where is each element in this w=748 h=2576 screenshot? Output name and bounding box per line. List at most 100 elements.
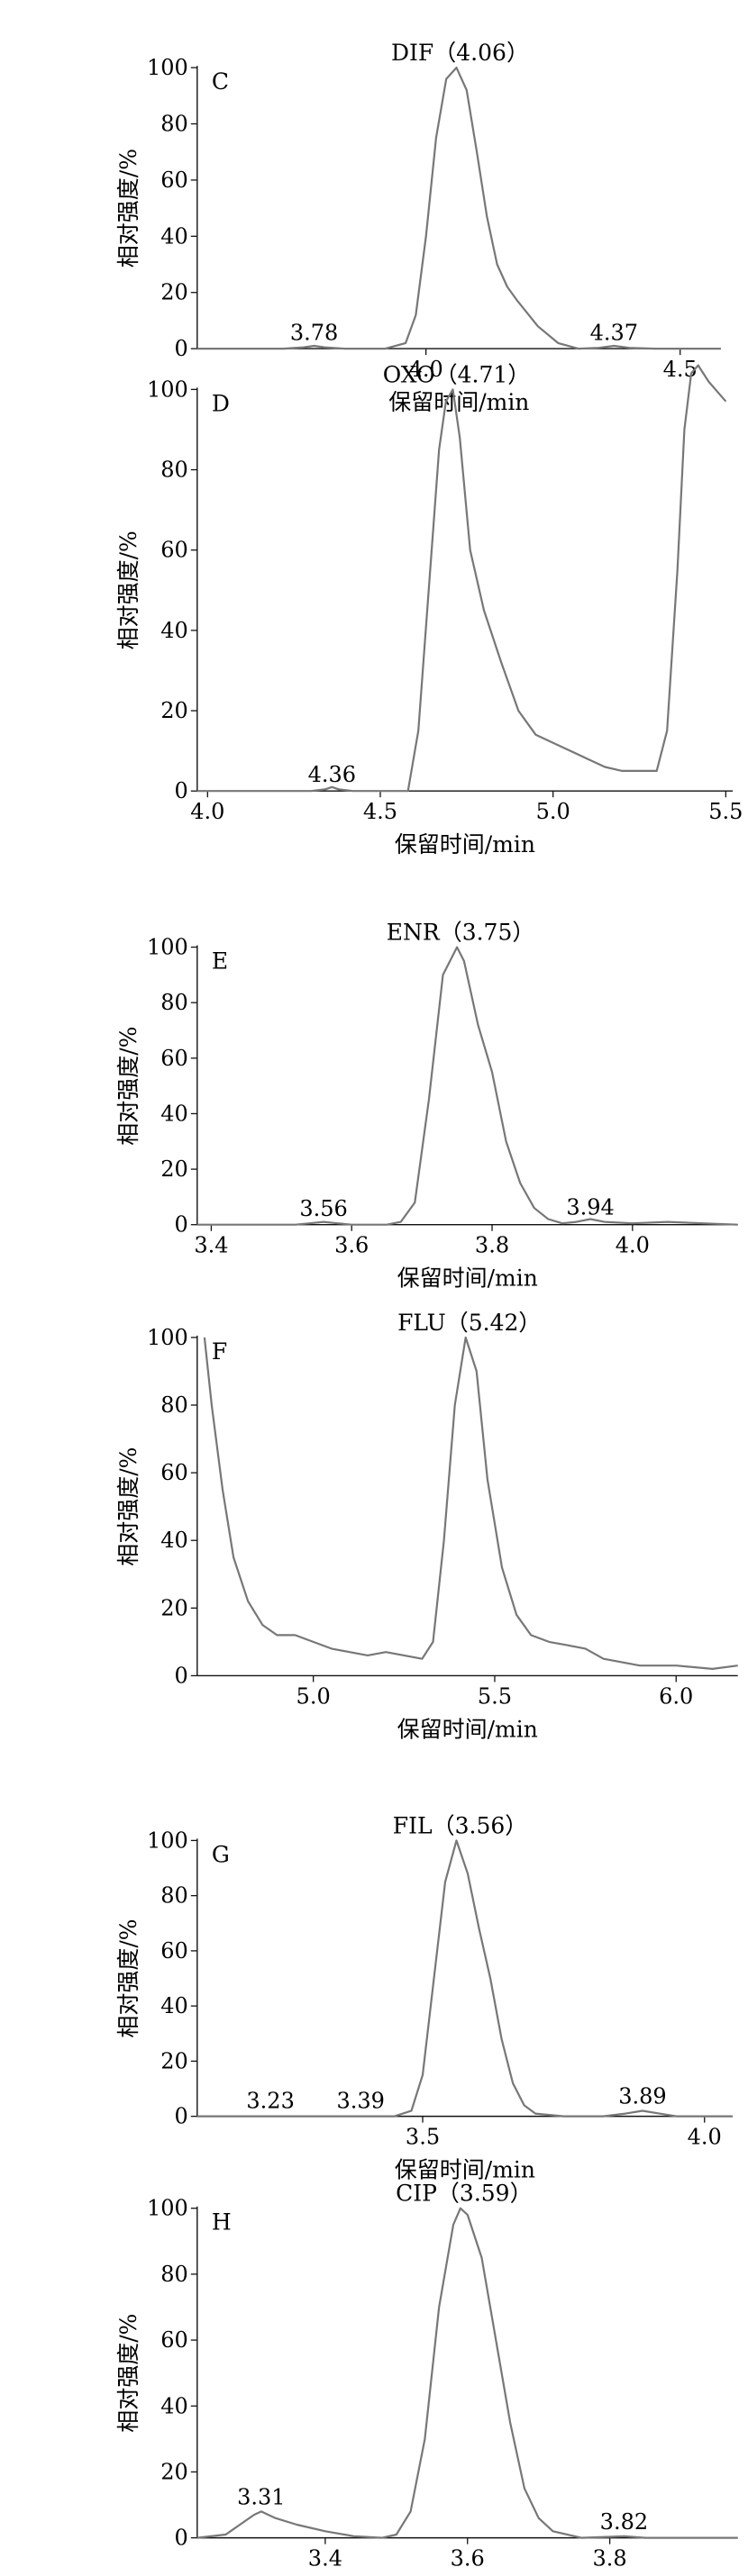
y-tick-label: 20 bbox=[160, 1156, 188, 1182]
y-tick-label: 60 bbox=[160, 1460, 188, 1485]
panel-letter: D bbox=[212, 390, 230, 416]
panel-letter: C bbox=[212, 68, 229, 95]
y-tick-label: 0 bbox=[175, 2526, 188, 2551]
y-tick-label: 100 bbox=[147, 1828, 188, 1853]
y-tick-label: 100 bbox=[147, 2196, 188, 2221]
peak-title: OXO（4.71） bbox=[383, 361, 531, 387]
y-tick-label: 100 bbox=[147, 1325, 188, 1350]
x-tick-label: 6.0 bbox=[659, 1683, 693, 1709]
y-tick-label: 20 bbox=[160, 280, 188, 305]
peak-label: 3.82 bbox=[600, 2509, 648, 2535]
x-tick-label: 3.6 bbox=[451, 2546, 485, 2571]
peak-title: FIL（3.56） bbox=[393, 1812, 528, 1838]
y-tick-label: 80 bbox=[160, 112, 188, 137]
x-tick-label: 5.0 bbox=[296, 1683, 331, 1709]
x-tick-label: 3.4 bbox=[194, 1233, 228, 1258]
x-tick-label: 3.5 bbox=[406, 2125, 440, 2150]
chart-panel-g: 0 20 40 60 80 100 3.5 4.0 保留时间/min 相对强度/% G FIL（3.5… bbox=[115, 1812, 734, 2183]
peak-label: 4.37 bbox=[590, 321, 638, 346]
peak-label: 3.94 bbox=[566, 1195, 614, 1220]
peak-label: 3.78 bbox=[290, 321, 338, 346]
peak-title: FLU（5.42） bbox=[397, 1310, 541, 1336]
x-tick-label: 3.8 bbox=[593, 2546, 627, 2571]
x-tick-label: 4.0 bbox=[190, 799, 224, 824]
x-axis-label: 保留时间/min bbox=[388, 389, 529, 415]
x-tick-label: 3.6 bbox=[334, 1233, 369, 1258]
y-tick-label: 60 bbox=[160, 1046, 188, 1071]
x-tick-label: 5.0 bbox=[536, 799, 570, 824]
y-tick-label: 40 bbox=[160, 1528, 188, 1553]
y-tick-label: 80 bbox=[160, 1392, 188, 1418]
peak-label: 3.56 bbox=[299, 1196, 347, 1221]
x-axis-label: 保留时间/min bbox=[395, 831, 535, 857]
y-axis-label: 相对强度/% bbox=[115, 149, 141, 268]
y-tick-label: 20 bbox=[160, 698, 188, 723]
peak-label: 3.39 bbox=[336, 2089, 384, 2114]
peak-title: ENR（3.75） bbox=[387, 920, 535, 946]
chromatogram-trace bbox=[203, 1336, 738, 1670]
panel-letter: H bbox=[212, 2209, 232, 2236]
x-tick-label: 3.4 bbox=[308, 2546, 342, 2571]
y-axis-label: 相对强度/% bbox=[115, 1447, 141, 1566]
y-tick-label: 60 bbox=[160, 1938, 188, 1964]
panel-letter: G bbox=[212, 1841, 230, 1867]
y-tick-label: 80 bbox=[160, 990, 188, 1015]
x-axis-label: 保留时间/min bbox=[397, 1265, 538, 1292]
y-tick-label: 0 bbox=[175, 336, 188, 361]
y-tick-label: 100 bbox=[147, 55, 188, 80]
x-tick-label: 5.5 bbox=[478, 1683, 512, 1709]
y-tick-label: 80 bbox=[160, 2262, 188, 2287]
chart-panel-e: 0 20 40 60 80 100 3.4 3.6 3.8 4.0 保留时间/min 相对强度/% E E… bbox=[115, 920, 738, 1292]
chart-panel-h: 0204060801003.43.63.8保留时间/min相对强度/%HCIP（… bbox=[115, 2181, 738, 2571]
y-tick-label: 40 bbox=[160, 618, 188, 643]
peak-label: 4.36 bbox=[308, 762, 356, 787]
y-tick-label: 0 bbox=[175, 1663, 188, 1688]
chromatogram-trace bbox=[196, 1839, 733, 2118]
y-tick-label: 60 bbox=[160, 538, 188, 563]
y-tick-label: 20 bbox=[160, 2459, 188, 2484]
x-axis-label: 保留时间/min bbox=[397, 1716, 538, 1742]
x-tick-label: 5.5 bbox=[708, 799, 743, 824]
peak-label: 3.31 bbox=[237, 2484, 285, 2509]
x-tick-label: 4.0 bbox=[616, 1233, 650, 1258]
x-tick-label: 4.5 bbox=[663, 357, 698, 382]
y-tick-label: 0 bbox=[175, 778, 188, 803]
chart-panel-d: 0 20 40 60 80 100 4.0 4.5 5.0 5.5 保留时间/min 相对强度/% D O… bbox=[115, 361, 743, 857]
x-tick-label: 3.8 bbox=[475, 1233, 509, 1258]
chromatogram-trace bbox=[196, 67, 721, 350]
y-tick-label: 40 bbox=[160, 1993, 188, 2018]
peak-title: DIF（4.06） bbox=[391, 40, 529, 66]
x-axis-label: 保留时间/min bbox=[395, 2157, 535, 2183]
y-tick-label: 80 bbox=[160, 458, 188, 483]
peak-title: CIP（3.59） bbox=[396, 2181, 533, 2207]
y-axis-label: 相对强度/% bbox=[115, 1027, 141, 1146]
x-tick-label: 4.0 bbox=[409, 357, 443, 382]
panel-letter: F bbox=[212, 1338, 227, 1365]
y-tick-label: 80 bbox=[160, 1883, 188, 1909]
y-tick-label: 100 bbox=[147, 376, 188, 402]
y-tick-label: 60 bbox=[160, 2327, 188, 2353]
x-tick-label: 4.5 bbox=[363, 799, 397, 824]
peak-label: 3.23 bbox=[246, 2089, 294, 2114]
peak-label: 3.89 bbox=[618, 2084, 666, 2109]
y-tick-label: 40 bbox=[160, 2393, 188, 2418]
chromatogram-trace bbox=[196, 946, 738, 1226]
y-tick-label: 0 bbox=[175, 2104, 188, 2129]
y-tick-label: 100 bbox=[147, 935, 188, 960]
y-axis-label: 相对强度/% bbox=[115, 2314, 141, 2433]
y-tick-label: 20 bbox=[160, 1595, 188, 1620]
x-tick-label: 4.0 bbox=[688, 2125, 722, 2150]
panel-letter: E bbox=[212, 948, 228, 975]
y-tick-label: 60 bbox=[160, 168, 188, 193]
y-axis-label: 相对强度/% bbox=[115, 1918, 141, 2037]
chart-panel-f: 0 20 40 60 80 100 5.0 5.5 6.0 保留时间/min 相对强度/% F FLU（… bbox=[115, 1310, 738, 1742]
chromatogram-trace bbox=[196, 2207, 738, 2539]
chart-panel-c: 0 20 40 60 80 100 4.0 4.5 保留时间/min 相对强度/% C DIF（4.0… bbox=[115, 40, 721, 415]
y-tick-label: 20 bbox=[160, 2048, 188, 2073]
y-tick-label: 0 bbox=[175, 1212, 188, 1238]
chromatogram-trace bbox=[196, 364, 727, 793]
y-tick-label: 40 bbox=[160, 223, 188, 249]
y-tick-label: 40 bbox=[160, 1101, 188, 1126]
y-axis-label: 相对强度/% bbox=[115, 531, 141, 649]
